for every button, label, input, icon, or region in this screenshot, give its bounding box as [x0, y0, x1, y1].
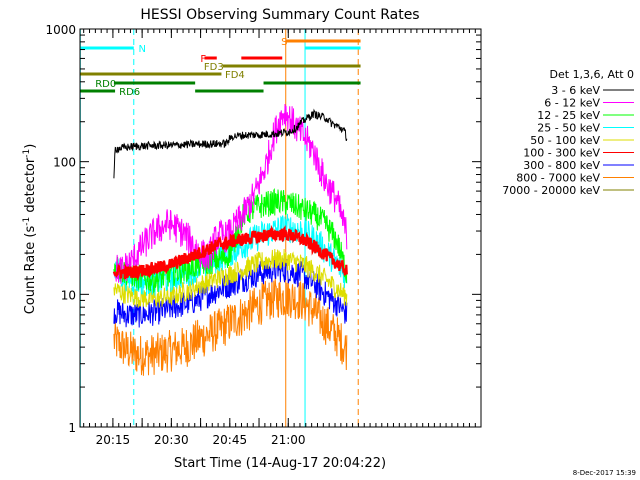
x-tick-label-2: 20:30	[154, 433, 189, 447]
x-axis-label: Start Time (14-Aug-17 20:04:22)	[174, 456, 386, 471]
state-label-F: F	[200, 54, 206, 65]
series-layer	[112, 103, 348, 376]
legend-label-7: 800 - 7000 keV	[516, 172, 600, 185]
y-tick-label-3: 1000	[45, 23, 76, 37]
state-label-FD4: FD4	[225, 70, 245, 81]
timestamp: 8-Dec-2017 15:39	[573, 469, 636, 477]
legend-label-2: 12 - 25 keV	[537, 109, 600, 122]
legend-label-6: 300 - 800 keV	[523, 159, 600, 172]
y-tick-label-2: 100	[53, 156, 76, 170]
series-5	[112, 224, 348, 282]
x-axis: 20:15 20:30 20:45 21:00	[83, 29, 476, 447]
series-1	[113, 103, 348, 284]
x-tick-label-4: 20:45	[213, 433, 248, 447]
y-tick-label-1: 10	[61, 288, 76, 302]
y-axis-label: Count Rate (s-1 detector-1)	[22, 144, 38, 315]
chart-title: HESSI Observing Summary Count Rates	[140, 7, 419, 23]
state-label-RD6: RD6	[119, 87, 140, 98]
legend-label-4: 50 - 100 keV	[530, 134, 600, 147]
x-tick-label-6: 21:00	[271, 433, 306, 447]
legend-label-3: 25 - 50 keV	[537, 122, 600, 135]
legend-label-5: 100 - 300 keV	[523, 147, 600, 160]
y-tick-label-0: 1	[68, 421, 76, 435]
state-label-S: S	[281, 37, 287, 48]
series-7	[113, 277, 348, 376]
x-tick-label-0: 20:15	[96, 433, 131, 447]
series-0	[113, 108, 348, 179]
state-label-N: N	[138, 44, 145, 55]
state-label-RD0: RD0	[95, 79, 116, 90]
legend-label-1: 6 - 12 keV	[544, 97, 600, 110]
plot-frame	[79, 28, 482, 428]
legend-label-0: 3 - 6 keV	[551, 84, 600, 97]
legend-title: Det 1,3,6, Att 0	[550, 68, 634, 81]
state-label-FD3: FD3	[204, 62, 224, 73]
legend-label-8: 7000 - 20000 keV	[502, 184, 600, 197]
y-axis: 1 10 100 1000	[45, 23, 481, 435]
